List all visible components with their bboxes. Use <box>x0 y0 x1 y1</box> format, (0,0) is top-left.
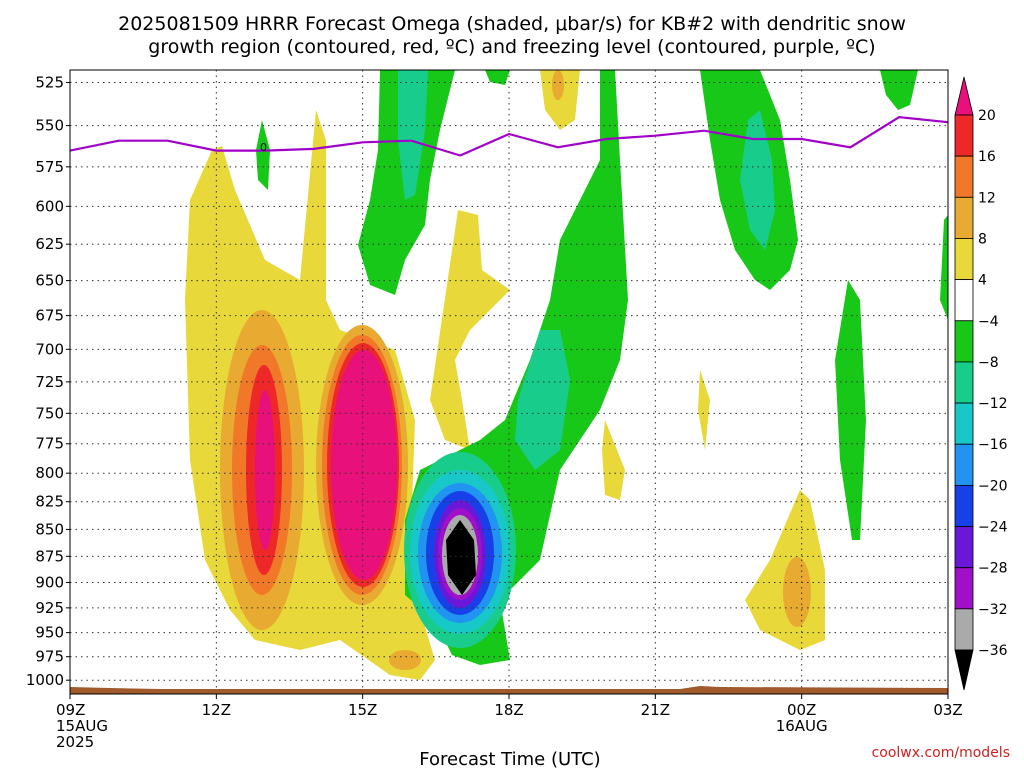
y-tick-label: 775 <box>35 435 64 453</box>
colorbar-swatch <box>954 320 974 363</box>
ground-strip <box>70 686 948 694</box>
y-tick-label: 600 <box>35 197 64 215</box>
y-tick-label: 800 <box>35 464 64 482</box>
y-tick-label: 875 <box>35 547 64 565</box>
x-tick-label: 09Z <box>56 701 85 719</box>
omega-region-pos-4c <box>540 70 580 130</box>
y-tick-label: 550 <box>35 117 64 135</box>
colorbar-label: −24 <box>978 520 1008 536</box>
omega-core-pos-8e <box>552 70 564 100</box>
colorbar-swatch <box>954 76 974 116</box>
omega-core-pos-8d <box>783 557 811 627</box>
y-tick-label: 825 <box>35 493 64 511</box>
colorbar-swatch <box>954 484 974 527</box>
x-tick-label: 15AUG <box>56 717 108 735</box>
omega-core-pos-20b <box>331 350 397 580</box>
colorbar-swatch <box>954 114 974 157</box>
y-tick-label: 675 <box>35 307 64 325</box>
colorbar-label: −16 <box>978 437 1008 453</box>
colorbar-swatch <box>954 526 974 569</box>
omega-region-neg-8c <box>740 110 775 250</box>
omega-region-pos-4d <box>698 370 710 450</box>
freezing-level-line <box>70 115 948 157</box>
credit-text: coolwx.com/models <box>872 745 1010 761</box>
colorbar-swatch <box>954 196 974 239</box>
y-tick-label: 650 <box>35 272 64 290</box>
x-tick-label: 00Z <box>787 701 816 719</box>
y-tick-label: 525 <box>35 73 64 91</box>
colorbar-swatch <box>954 402 974 445</box>
y-tick-label: 700 <box>35 340 64 358</box>
colorbar-swatch <box>954 155 974 198</box>
y-tick-label: 900 <box>35 573 64 591</box>
omega-region-neg-8a <box>398 70 428 200</box>
colorbar-label: 8 <box>978 231 987 247</box>
colorbar-swatch <box>954 361 974 404</box>
omega-region-neg-8b <box>515 330 570 470</box>
omega-region-neg-4d <box>835 280 866 540</box>
omega-core-pos-8c <box>389 650 421 670</box>
x-tick-label: 18Z <box>494 701 523 719</box>
colorbar-label: −4 <box>978 314 999 330</box>
omega-region-neg-4g <box>940 215 948 320</box>
colorbar-swatch <box>954 279 974 322</box>
grid <box>70 70 948 694</box>
x-tick-label: 2025 <box>56 733 94 751</box>
colorbar-label: −8 <box>978 355 999 371</box>
omega-region-pos-4b <box>430 210 510 450</box>
omega-shading <box>185 70 948 680</box>
colorbar-swatch <box>954 238 974 281</box>
y-tick-label: 750 <box>35 404 64 422</box>
colorbar-swatch <box>954 608 974 651</box>
omega-core-pos-20a <box>255 390 275 550</box>
colorbar-label: −20 <box>978 478 1008 494</box>
y-tick-label: 625 <box>35 235 64 253</box>
colorbar-label: −36 <box>978 643 1008 659</box>
x-tick-label: 03Z <box>933 701 962 719</box>
y-tick-label: 925 <box>35 599 64 617</box>
omega-updraft-neg-36 <box>446 520 476 595</box>
x-axis-label: Forecast Time (UTC) <box>419 749 600 768</box>
colorbar-label: 16 <box>978 149 996 165</box>
colorbar-label: 20 <box>978 108 996 124</box>
chart-title-line-2: growth region (contoured, red, ºC) and f… <box>148 36 875 58</box>
y-tick-label: 575 <box>35 158 64 176</box>
plot-area: 0 <box>70 70 948 694</box>
omega-region-neg-4e <box>880 70 918 110</box>
y-axis: 525 550 575 600 625 650 675 700 725 750 775 800 825 8… <box>26 73 70 689</box>
freezing-level-label: 0 <box>260 141 267 154</box>
y-tick-label: 850 <box>35 520 64 538</box>
y-tick-label: 725 <box>35 373 64 391</box>
x-tick-label: 15Z <box>348 701 377 719</box>
omega-region-neg-4h <box>485 70 510 85</box>
y-tick-label: 950 <box>35 624 64 642</box>
x-tick-label: 12Z <box>202 701 231 719</box>
colorbar-swatch <box>954 567 974 610</box>
colorbar-label: 12 <box>978 190 996 206</box>
colorbar-label: −12 <box>978 396 1008 412</box>
x-tick-label: 16AUG <box>776 717 828 735</box>
y-tick-label: 1000 <box>26 671 64 689</box>
x-tick-label: 21Z <box>641 701 670 719</box>
colorbar-label: −28 <box>978 561 1008 577</box>
colorbar-swatch <box>954 649 974 691</box>
colorbar-label: −32 <box>978 602 1008 618</box>
colorbar-label: 4 <box>978 273 987 289</box>
omega-region-neg-4f <box>256 120 270 190</box>
chart-title-line-1: 2025081509 HRRR Forecast Omega (shaded, … <box>118 13 906 35</box>
colorbar-swatch <box>954 443 974 486</box>
omega-region-pos-4e <box>602 420 625 500</box>
y-tick-label: 975 <box>35 648 64 666</box>
colorbar: 20 16 12 8 4 −4 −8 −12 −16 −20 −24 −28 −32 −36 <box>954 76 1008 691</box>
